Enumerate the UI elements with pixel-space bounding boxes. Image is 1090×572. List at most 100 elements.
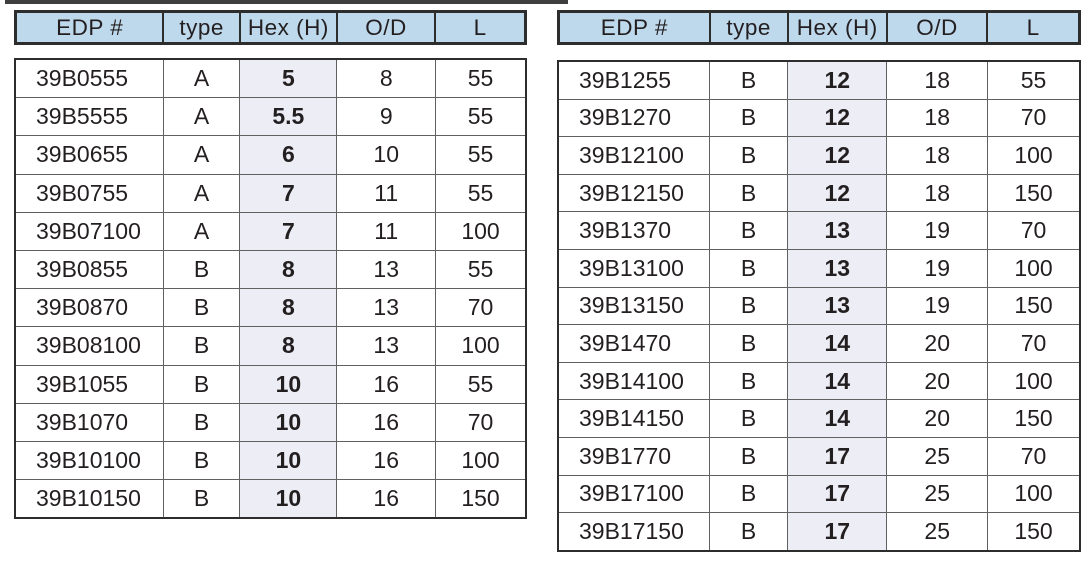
column-header-edp-number: EDP # xyxy=(557,10,711,45)
cell-type: A xyxy=(162,58,241,99)
cropped-rule-divider xyxy=(5,0,568,4)
spec-table-left: EDP # type Hex (H) O/D L 39B0555 A 5 8 55 39B… xyxy=(14,10,527,520)
cell-hex-h: 6 xyxy=(239,135,338,175)
cell-hex-h: 17 xyxy=(787,512,888,552)
cell-hex-h: 8 xyxy=(239,288,338,328)
cell-length: 55 xyxy=(435,364,527,404)
cell-length: 55 xyxy=(435,97,527,137)
cell-edp-number: 39B10100 xyxy=(14,440,164,481)
cell-length: 55 xyxy=(435,173,527,213)
cell-hex-h: 8 xyxy=(239,326,338,366)
cell-hex-h: 17 xyxy=(787,474,888,514)
column-header-type: type xyxy=(708,10,789,45)
cell-type: B xyxy=(708,173,789,213)
cell-hex-h: 7 xyxy=(239,173,338,213)
table-row: 39B1370 B 13 19 70 xyxy=(557,211,1081,250)
spec-table-right-header: EDP # type Hex (H) O/D L xyxy=(557,10,1081,45)
cell-type: B xyxy=(708,361,789,401)
column-header-length: L xyxy=(986,10,1081,45)
cell-edp-number: 39B0855 xyxy=(14,249,164,290)
cell-type: B xyxy=(708,248,789,288)
cell-hex-h: 13 xyxy=(787,211,888,250)
cell-hex-h: 7 xyxy=(239,211,338,251)
cell-od: 18 xyxy=(886,136,989,175)
cell-length: 100 xyxy=(435,326,527,366)
cell-od: 25 xyxy=(886,512,989,552)
cell-od: 19 xyxy=(886,286,989,326)
cell-od: 16 xyxy=(336,402,437,442)
cell-type: B xyxy=(708,286,789,326)
cell-type: B xyxy=(162,364,241,404)
cell-od: 9 xyxy=(336,97,437,137)
cell-od: 25 xyxy=(886,436,989,476)
cell-hex-h: 12 xyxy=(787,98,888,138)
cell-edp-number: 39B0870 xyxy=(14,288,164,328)
cell-type: B xyxy=(162,326,241,366)
column-header-type: type xyxy=(162,10,241,45)
column-header-hex-h: Hex (H) xyxy=(786,10,888,45)
cell-type: B xyxy=(708,211,789,250)
table-row: 39B1070 B 10 16 70 xyxy=(14,402,527,442)
cell-od: 13 xyxy=(336,326,437,366)
cell-type: B xyxy=(708,399,789,438)
cell-edp-number: 39B17100 xyxy=(557,474,710,514)
cell-od: 10 xyxy=(336,135,437,175)
cell-edp-number: 39B17150 xyxy=(557,512,710,552)
cell-od: 11 xyxy=(336,211,437,251)
cell-edp-number: 39B1370 xyxy=(557,211,710,250)
cell-hex-h: 17 xyxy=(787,436,888,476)
cell-length: 55 xyxy=(435,135,527,175)
cell-edp-number: 39B12150 xyxy=(557,173,710,213)
cell-type: B xyxy=(162,288,241,328)
cell-hex-h: 10 xyxy=(239,402,338,442)
spec-table-left-body: 39B0555 A 5 8 55 39B5555 A 5.5 9 55 39B0655 A 6 10 55 3… xyxy=(14,58,527,520)
table-row: 39B12150 B 12 18 150 xyxy=(557,173,1081,213)
cell-length: 150 xyxy=(987,399,1081,438)
column-header-hex-h: Hex (H) xyxy=(238,10,338,45)
cell-length: 100 xyxy=(987,474,1081,514)
table-row: 39B1470 B 14 20 70 xyxy=(557,324,1081,363)
cell-type: B xyxy=(708,436,789,476)
cell-edp-number: 39B1470 xyxy=(557,324,710,363)
cell-edp-number: 39B13100 xyxy=(557,248,710,288)
cell-length: 70 xyxy=(435,288,527,328)
cell-od: 16 xyxy=(336,440,437,481)
cell-type: B xyxy=(162,402,241,442)
table-row: 39B1255 B 12 18 55 xyxy=(557,60,1081,100)
cell-length: 100 xyxy=(987,361,1081,401)
cell-hex-h: 5 xyxy=(239,58,338,99)
cell-length: 70 xyxy=(987,436,1081,476)
table-row: 39B17100 B 17 25 100 xyxy=(557,474,1081,514)
cell-length: 100 xyxy=(987,136,1081,175)
cell-od: 25 xyxy=(886,474,989,514)
cell-hex-h: 8 xyxy=(239,249,338,290)
cell-od: 16 xyxy=(336,479,437,519)
cell-edp-number: 39B0555 xyxy=(14,58,164,99)
cell-length: 150 xyxy=(987,286,1081,326)
cell-edp-number: 39B1055 xyxy=(14,364,164,404)
cell-edp-number: 39B1255 xyxy=(557,60,710,100)
cell-length: 100 xyxy=(435,440,527,481)
cell-edp-number: 39B0755 xyxy=(14,173,164,213)
cell-edp-number: 39B5555 xyxy=(14,97,164,137)
cell-edp-number: 39B14150 xyxy=(557,399,710,438)
cell-type: B xyxy=(708,60,789,100)
cell-edp-number: 39B13150 xyxy=(557,286,710,326)
cell-edp-number: 39B08100 xyxy=(14,326,164,366)
cell-hex-h: 14 xyxy=(787,361,888,401)
table-row: 39B14150 B 14 20 150 xyxy=(557,399,1081,438)
cell-hex-h: 5.5 xyxy=(239,97,338,137)
table-row: 39B0870 B 8 13 70 xyxy=(14,288,527,328)
cell-edp-number: 39B1770 xyxy=(557,436,710,476)
table-row: 39B07100 A 7 11 100 xyxy=(14,211,527,251)
table-row: 39B0655 A 6 10 55 xyxy=(14,135,527,175)
cell-type: B xyxy=(708,98,789,138)
table-row: 39B10100 B 10 16 100 xyxy=(14,440,527,481)
cell-type: A xyxy=(162,135,241,175)
cell-edp-number: 39B14100 xyxy=(557,361,710,401)
spec-table-left-header: EDP # type Hex (H) O/D L xyxy=(14,10,527,45)
cell-od: 20 xyxy=(886,324,989,363)
cell-length: 150 xyxy=(435,479,527,519)
cell-od: 20 xyxy=(886,399,989,438)
table-row: 39B1055 B 10 16 55 xyxy=(14,364,527,404)
